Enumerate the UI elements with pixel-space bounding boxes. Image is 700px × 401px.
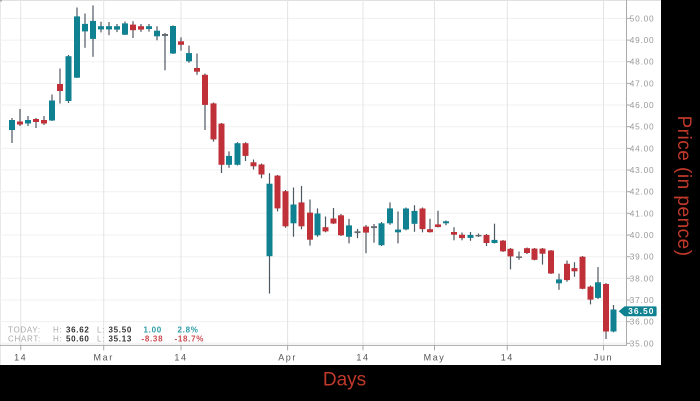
svg-text:2.8%: 2.8% (178, 326, 199, 335)
svg-text:Price (in pence): Price (in pence) (673, 115, 694, 256)
svg-text:42.00: 42.00 (630, 187, 655, 197)
svg-text:36.00: 36.00 (630, 317, 655, 327)
svg-text:1.00: 1.00 (144, 326, 162, 335)
svg-text:35.50: 35.50 (109, 326, 133, 335)
svg-text:Days: Days (323, 370, 366, 391)
svg-text:14: 14 (501, 352, 514, 362)
svg-text:14: 14 (14, 352, 27, 362)
svg-text:49.00: 49.00 (630, 35, 655, 45)
svg-text:47.00: 47.00 (630, 78, 655, 88)
svg-text:38.00: 38.00 (630, 273, 655, 283)
svg-text:41.00: 41.00 (630, 208, 655, 218)
svg-text:L:: L: (97, 335, 105, 344)
svg-text:40.00: 40.00 (630, 230, 655, 240)
svg-text:May: May (424, 352, 446, 362)
svg-text:36.50: 36.50 (628, 306, 654, 316)
svg-text:-18.7%: -18.7% (175, 335, 205, 344)
svg-text:46.00: 46.00 (630, 100, 655, 110)
svg-text:-8.38: -8.38 (142, 335, 164, 344)
svg-text:L:: L: (97, 326, 105, 335)
svg-text:44.00: 44.00 (630, 143, 655, 153)
svg-text:Jun: Jun (594, 352, 613, 362)
svg-text:37.00: 37.00 (630, 295, 655, 305)
svg-text:Mar: Mar (94, 352, 114, 362)
svg-text:50.60: 50.60 (66, 335, 90, 344)
svg-text:H:: H: (53, 335, 62, 344)
svg-text:TODAY:: TODAY: (8, 326, 41, 335)
svg-text:14: 14 (356, 352, 369, 362)
svg-text:35.00: 35.00 (630, 338, 655, 348)
svg-text:H:: H: (53, 326, 62, 335)
svg-text:43.00: 43.00 (630, 165, 655, 175)
svg-text:36.62: 36.62 (66, 326, 90, 335)
svg-text:Apr: Apr (278, 352, 297, 362)
svg-text:14: 14 (174, 352, 187, 362)
svg-text:35.13: 35.13 (109, 335, 133, 344)
svg-text:50.00: 50.00 (630, 13, 655, 23)
svg-text:CHART:: CHART: (8, 335, 41, 344)
svg-text:48.00: 48.00 (630, 57, 655, 67)
svg-text:39.00: 39.00 (630, 252, 655, 262)
svg-text:45.00: 45.00 (630, 122, 655, 132)
